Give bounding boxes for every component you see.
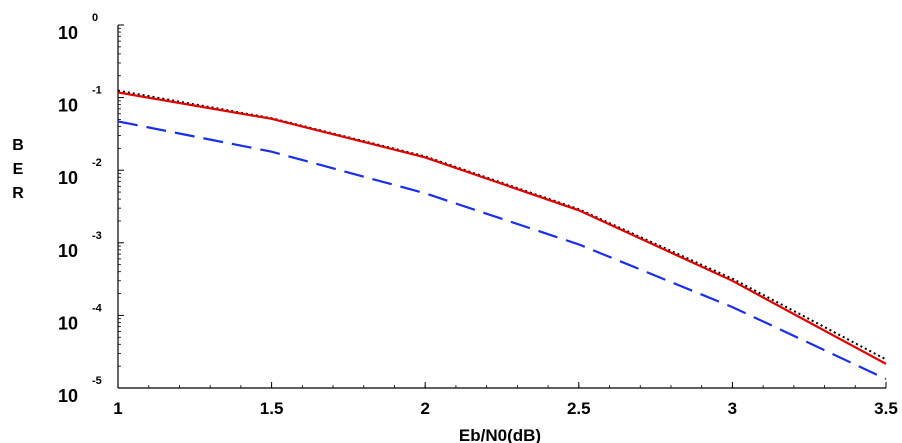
y-tick-label: 10 (58, 386, 78, 406)
y-tick-exponent: -3 (92, 230, 102, 242)
x-tick-label: 3 (728, 399, 737, 418)
x-tick-label: 1.5 (260, 399, 284, 418)
y-tick-label: 10 (58, 313, 78, 333)
series-line-dotted (117, 89, 887, 361)
y-axis-label-r: R (12, 185, 24, 202)
series-lines (117, 89, 887, 380)
x-tick-label: 3.5 (874, 399, 898, 418)
y-axis-label-e: E (13, 161, 24, 178)
y-tick-exponent: 0 (92, 12, 98, 24)
x-tick-label: 1 (113, 399, 122, 418)
y-tick-exponent: -2 (92, 157, 102, 169)
y-tick-label: 10 (58, 23, 78, 43)
x-tick-label: 2.5 (567, 399, 591, 418)
y-tick-label: 10 (58, 241, 78, 261)
series-line-solid (117, 91, 887, 365)
y-tick-exponent: -1 (92, 85, 102, 97)
x-tick-labels: 1 1.5 2 2.5 3 3.5 (113, 399, 898, 418)
x-tick-label: 2 (420, 399, 429, 418)
series-line-dashed (117, 120, 887, 380)
y-tick-exponent: -4 (92, 302, 103, 314)
y-tick-label: 10 (58, 168, 78, 188)
y-tick-label: 10 (58, 96, 78, 116)
axis-ticks (117, 24, 887, 389)
y-tick-exponent: -5 (92, 375, 102, 387)
x-axis-label: Eb/N0(dB) (459, 426, 541, 443)
y-axis-label-b: B (12, 137, 24, 154)
y-tick-labels: 10 0 10 -1 10 -2 10 -3 10 -4 10 -5 (58, 12, 103, 406)
